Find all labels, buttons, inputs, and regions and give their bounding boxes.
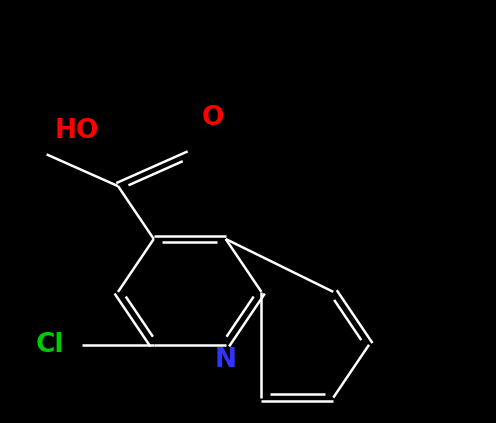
Text: N: N (215, 347, 237, 374)
Text: Cl: Cl (35, 332, 64, 358)
Text: HO: HO (55, 118, 99, 144)
Text: O: O (202, 105, 225, 132)
